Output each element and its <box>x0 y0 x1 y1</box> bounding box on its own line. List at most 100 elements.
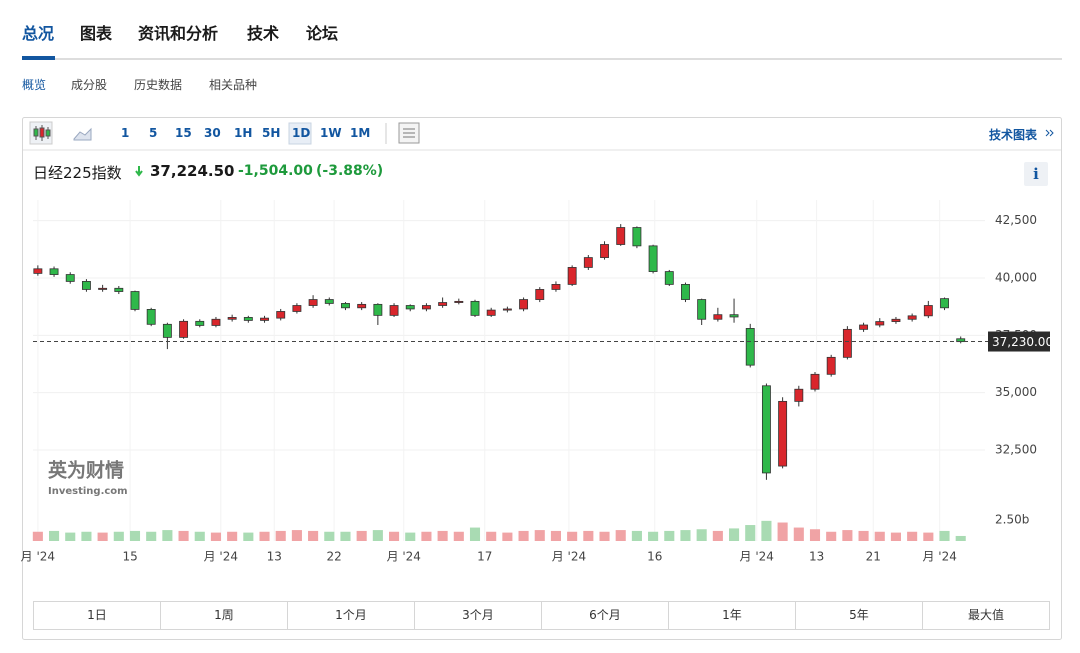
volume-bar <box>162 530 173 541</box>
candle-body <box>243 317 253 321</box>
interval[interactable]: 5H <box>262 126 281 140</box>
volume-bar <box>81 531 92 541</box>
candle-body <box>616 227 626 245</box>
info-button[interactable] <box>1024 162 1048 186</box>
x-tick-label: 13 <box>267 550 282 564</box>
price: 37,224.50 <box>150 162 235 180</box>
candle-body <box>162 323 172 338</box>
candle-body <box>794 388 804 402</box>
volume-bar <box>340 531 351 541</box>
interval[interactable]: 1H <box>234 126 253 140</box>
interval[interactable]: 1M <box>350 126 371 140</box>
interval[interactable]: 5 <box>149 126 158 140</box>
watermark-brand: 英为财情 <box>48 459 124 482</box>
volume-bar <box>32 531 43 541</box>
candle-body <box>778 400 788 467</box>
tab[interactable]: 论坛 <box>306 24 339 43</box>
volume-bar <box>469 527 481 541</box>
volume-bar <box>923 532 934 541</box>
active-interval-bg <box>288 122 312 145</box>
volume-bar <box>615 530 626 541</box>
candle-body <box>729 314 739 318</box>
volume-bar <box>777 522 788 541</box>
volume-bar <box>858 530 869 541</box>
x-tick-label: 16 <box>647 550 662 564</box>
candle-body <box>907 315 917 320</box>
last-price-box <box>988 331 1050 352</box>
volume-bar <box>599 531 610 541</box>
volume-bar <box>259 531 270 541</box>
info-icon[interactable]: i <box>1033 165 1039 183</box>
interval[interactable]: 1 <box>121 126 130 140</box>
tab[interactable]: 总况 <box>22 24 55 43</box>
range-button[interactable]: 1个月 <box>288 601 415 629</box>
candle-body <box>405 305 415 310</box>
candle-body <box>341 303 350 309</box>
x-tick-label: 月 '24 <box>922 550 956 564</box>
watermark-site: Investing.com <box>48 486 128 497</box>
tab[interactable]: 技术 <box>247 24 280 43</box>
interval[interactable]: 15 <box>175 126 192 140</box>
candle-body <box>664 271 674 285</box>
range-button[interactable]: 5年 <box>796 601 923 629</box>
x-tick-label: 月 '24 <box>21 550 55 564</box>
volume-bar <box>793 527 804 541</box>
candle-body <box>195 320 205 326</box>
volume-bar <box>405 532 416 541</box>
range-button[interactable]: 1周 <box>161 601 288 629</box>
candle-body <box>745 328 755 366</box>
candle-body <box>98 287 108 290</box>
area-icon <box>73 127 92 141</box>
candle-body <box>632 227 642 247</box>
x-tick-label: 22 <box>327 550 342 564</box>
candle-body <box>810 373 820 390</box>
volume-bar <box>65 532 76 541</box>
volume-bar <box>502 532 513 541</box>
candle-body <box>33 268 43 274</box>
range-button[interactable]: 6个月 <box>542 601 669 629</box>
candle-body <box>276 311 286 319</box>
tech-chart-link[interactable]: 技术图表 <box>989 128 1038 142</box>
candle-body <box>389 305 399 316</box>
range-button[interactable]: 3个月 <box>415 601 542 629</box>
subtab[interactable]: 概览 <box>22 78 47 92</box>
y-tick-label: 35,000 <box>995 385 1037 399</box>
interval[interactable]: 30 <box>204 126 221 140</box>
volume-bar <box>567 531 578 541</box>
volume-bar <box>49 530 60 541</box>
table-icon <box>398 122 420 144</box>
candle-body <box>146 309 156 325</box>
volume-bar <box>809 529 821 541</box>
subtab[interactable]: 历史数据 <box>134 78 183 92</box>
volume-bar <box>939 530 950 541</box>
candle-body <box>454 300 464 303</box>
candle-body <box>470 300 480 316</box>
volume-bar <box>275 530 286 541</box>
range-button[interactable]: 1日 <box>34 601 161 629</box>
tab[interactable]: 图表 <box>80 24 113 43</box>
range-button[interactable]: 1年 <box>669 601 796 629</box>
volume-bar <box>356 530 367 541</box>
volume-bar <box>907 531 918 541</box>
interval[interactable]: 1W <box>320 126 342 140</box>
volume-bar <box>664 530 675 541</box>
candle-body <box>648 245 658 272</box>
down-arrow <box>135 166 143 177</box>
candle-body <box>114 287 124 292</box>
volume-bar <box>324 531 335 541</box>
volume-bar <box>210 532 221 541</box>
candle-body <box>875 321 885 326</box>
volume-bar <box>874 531 885 541</box>
y-tick-label: 32,500 <box>995 443 1037 457</box>
interval[interactable]: 1D <box>292 126 311 140</box>
change-pct: (-3.88%) <box>316 163 384 179</box>
volume-bar <box>243 532 254 541</box>
range-button[interactable]: 最大值 <box>967 608 1004 622</box>
link-chevron <box>1045 129 1054 137</box>
volume-bar <box>696 529 707 541</box>
subtab[interactable]: 相关品种 <box>209 78 258 92</box>
tab[interactable]: 资讯和分析 <box>138 24 219 43</box>
index-name: 日经225指数 <box>33 164 122 182</box>
subtab[interactable]: 成分股 <box>71 78 108 92</box>
